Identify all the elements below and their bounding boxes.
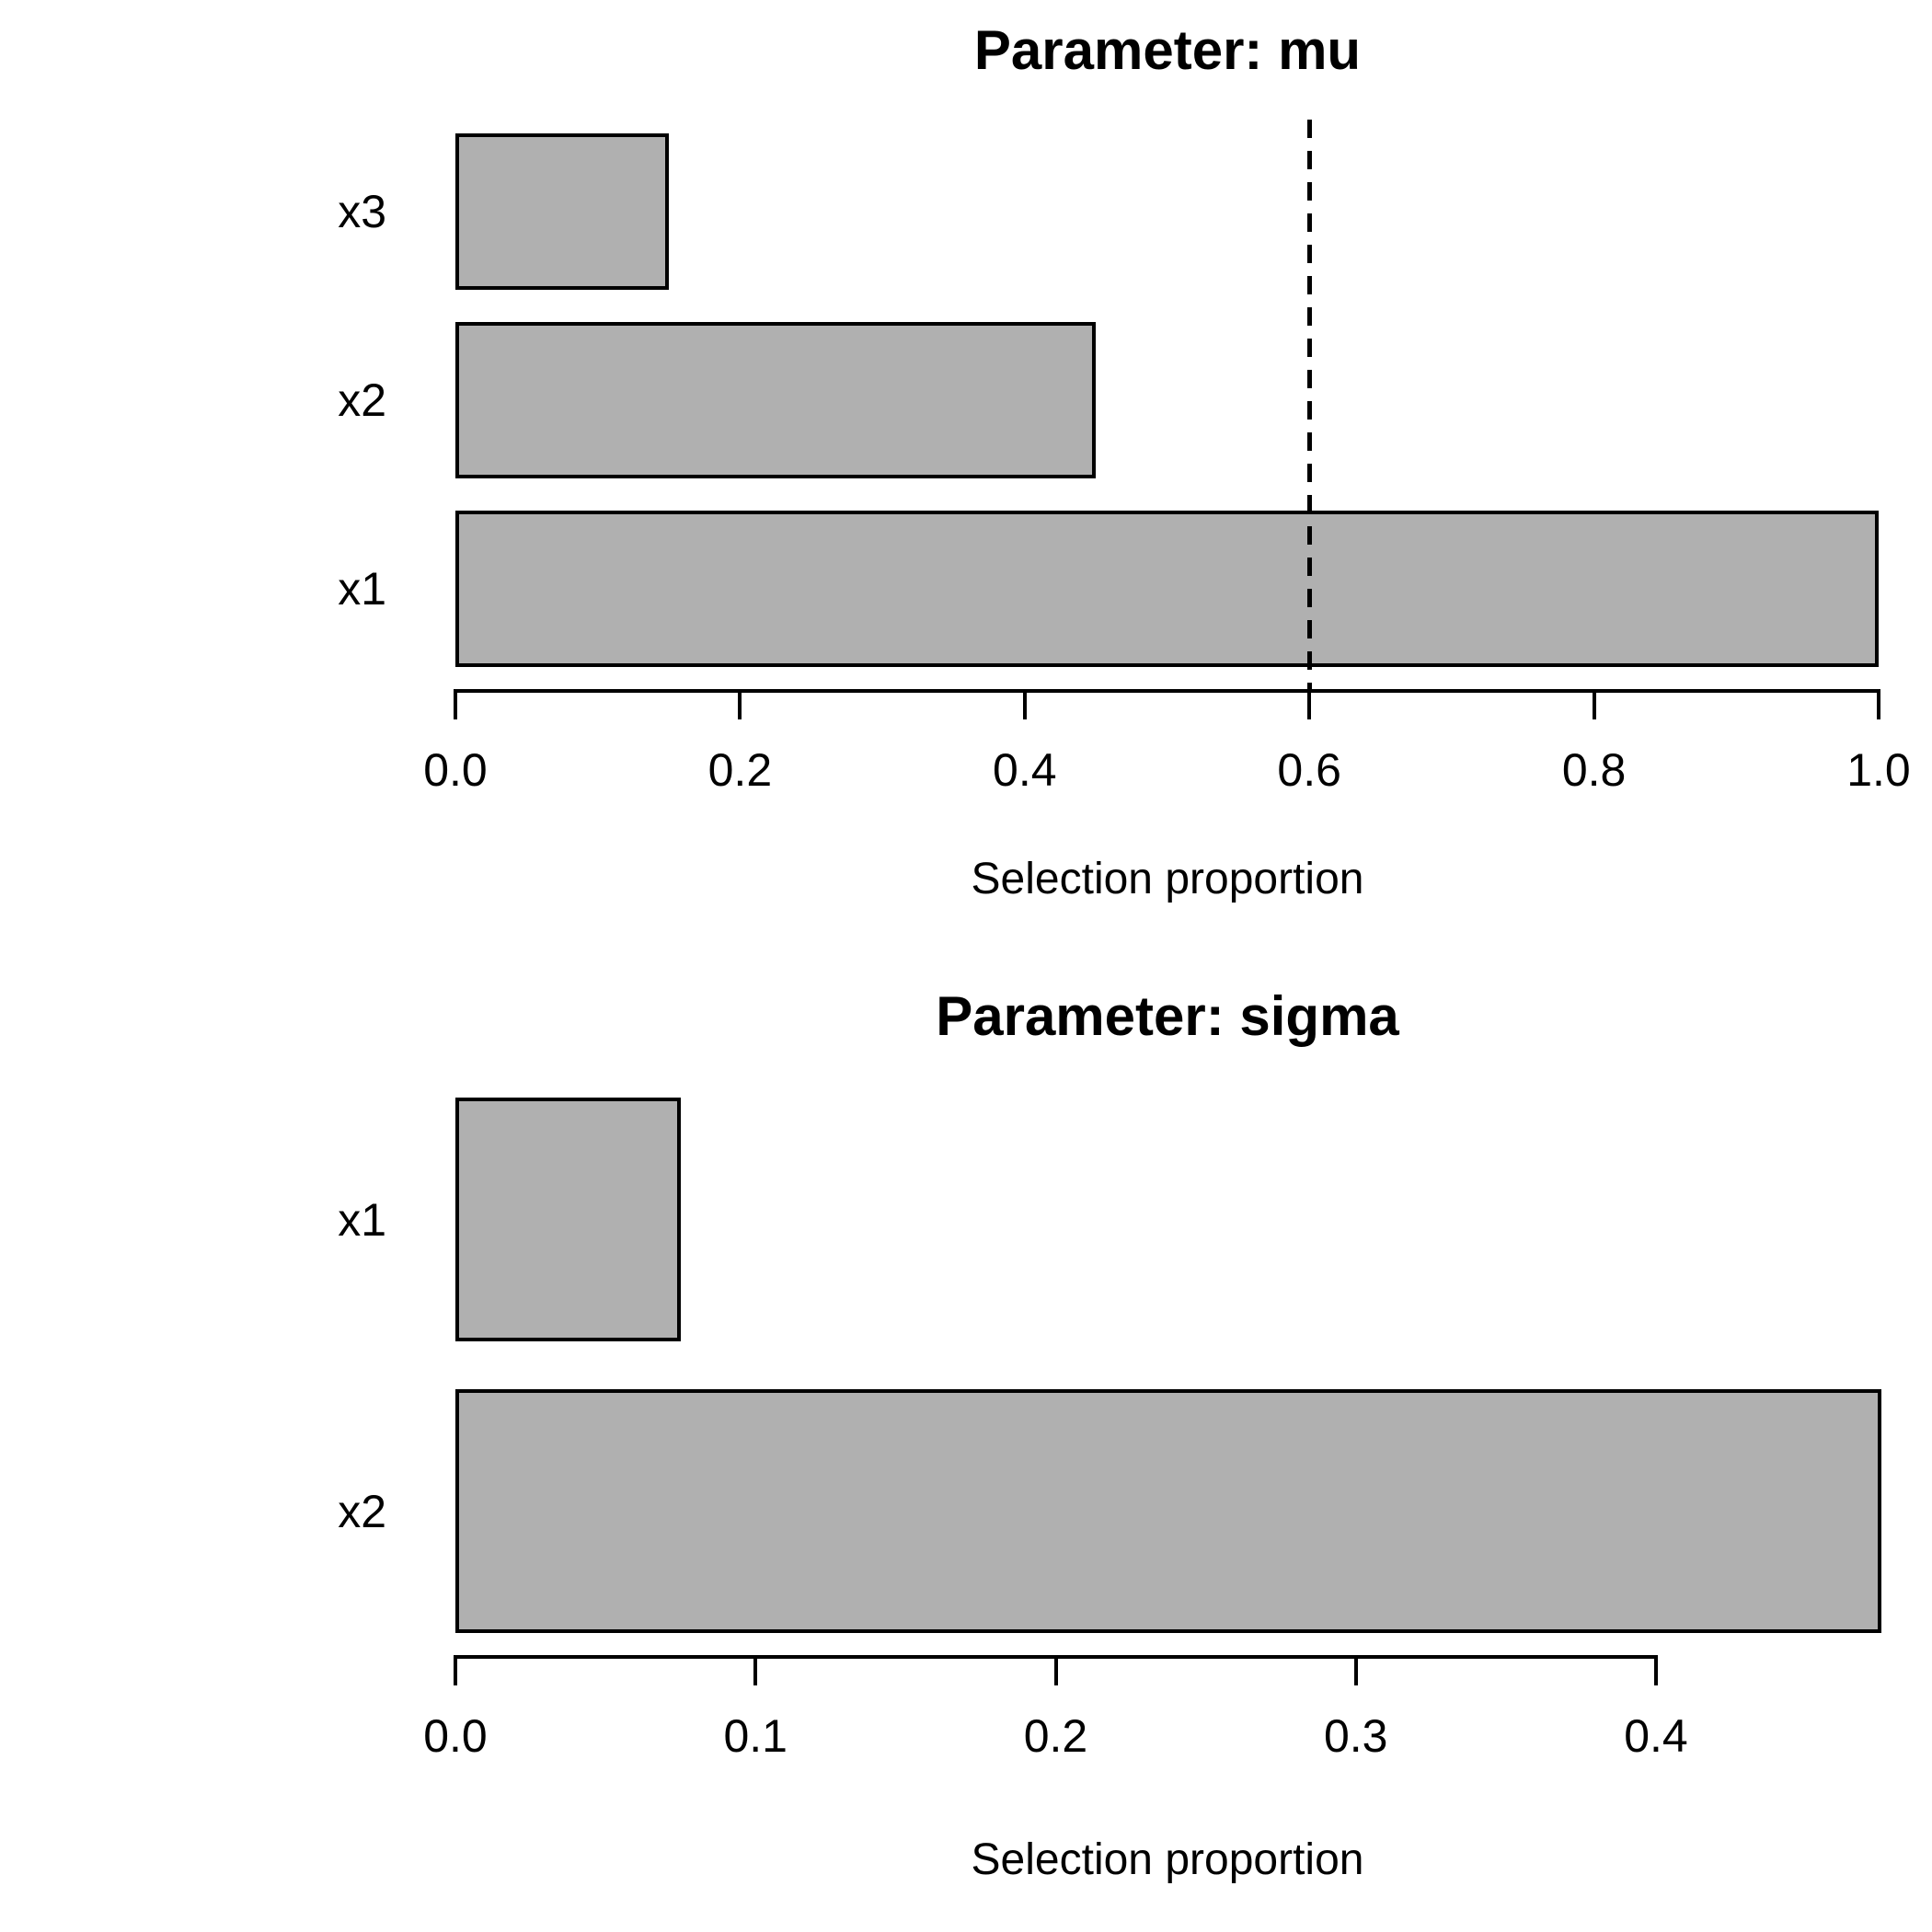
x-axis-tick xyxy=(1592,689,1596,719)
x-axis-tick-label: 1.0 xyxy=(1846,744,1911,796)
category-label-x2: x2 xyxy=(338,1485,386,1537)
x-axis-tick-label: 0.4 xyxy=(1624,1710,1688,1762)
bar-x2 xyxy=(455,1389,1881,1633)
chart-sigma-xaxis-label: Selection proportion xyxy=(971,1835,1364,1884)
chart-title-mu: Parameter: mu xyxy=(973,19,1362,81)
chart-title-sigma: Parameter: sigma xyxy=(936,985,1399,1047)
x-axis-tick xyxy=(1654,1655,1658,1685)
x-axis-tick xyxy=(1353,1655,1358,1685)
bar-x1 xyxy=(455,511,1879,667)
x-axis-tick xyxy=(1307,689,1312,719)
x-axis-tick-label: 0.6 xyxy=(1277,744,1341,796)
x-axis-line xyxy=(454,689,1880,693)
bar-x1 xyxy=(455,1098,681,1341)
category-label-x1: x1 xyxy=(338,1193,386,1246)
x-axis-tick-label: 0.0 xyxy=(423,1710,488,1762)
x-axis-tick-label: 0.0 xyxy=(423,744,488,796)
x-axis-tick xyxy=(454,1655,457,1685)
x-axis-tick-label: 0.3 xyxy=(1323,1710,1388,1762)
bar-x3 xyxy=(455,133,670,290)
x-axis-tick xyxy=(454,689,457,719)
chart-mu-xaxis-label: Selection proportion xyxy=(971,855,1364,903)
bar-x2 xyxy=(455,322,1097,478)
threshold-dashed-line xyxy=(1306,120,1312,689)
x-axis-tick xyxy=(1022,689,1027,719)
category-label-x2: x2 xyxy=(338,374,386,426)
x-axis-tick xyxy=(1877,689,1880,719)
x-axis-tick xyxy=(738,689,742,719)
x-axis-tick xyxy=(1053,1655,1058,1685)
x-axis-tick-label: 0.2 xyxy=(1023,1710,1088,1762)
category-label-x1: x1 xyxy=(338,563,386,615)
x-axis-tick-label: 0.4 xyxy=(993,744,1057,796)
x-axis-tick-label: 0.8 xyxy=(1561,744,1627,796)
category-label-x3: x3 xyxy=(338,186,386,237)
x-axis-tick-label: 0.1 xyxy=(723,1710,788,1762)
x-axis-tick-label: 0.2 xyxy=(707,744,773,796)
x-axis-tick xyxy=(753,1655,758,1685)
